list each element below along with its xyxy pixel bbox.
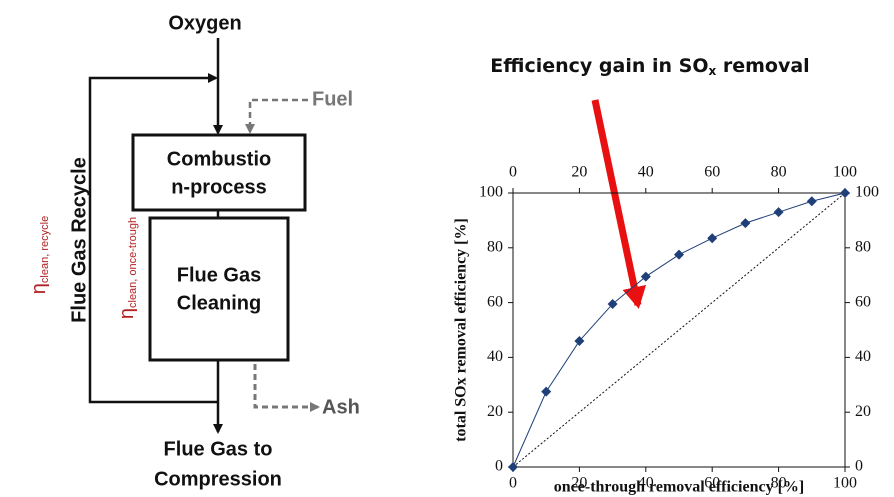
eta-label: ηclean, once-trough	[116, 217, 139, 319]
label: Ash	[322, 396, 360, 418]
label: Flue Gas to	[164, 438, 273, 460]
data-point	[840, 188, 850, 198]
x-tick-label: 80	[771, 475, 787, 492]
x-tick-label: 40	[638, 475, 654, 492]
x2-tick-label: 20	[571, 164, 587, 181]
data-point	[574, 335, 585, 346]
data-point	[674, 249, 684, 260]
title: Efficiency gain in SO	[490, 55, 708, 77]
x-tick-label: 20	[571, 475, 587, 492]
y-tick-label: 100	[479, 184, 503, 201]
data-point	[640, 271, 651, 282]
subscript: clean, once-trough	[127, 217, 139, 308]
y2-tick-label: 0	[855, 458, 863, 475]
data-point	[707, 233, 718, 244]
x-tick-label: 60	[704, 475, 720, 492]
y-tick-label: 20	[487, 403, 503, 420]
data-point	[773, 207, 784, 218]
label: Fuel	[312, 88, 353, 110]
title-subscript: x	[708, 64, 716, 78]
label: n-process	[171, 176, 267, 198]
ash-arrow	[253, 364, 320, 412]
eta-label: ηclean, recycle	[28, 216, 51, 294]
x-tick-label: 100	[833, 475, 857, 492]
recycle-loop	[88, 73, 218, 404]
x-tick-label: 0	[509, 475, 517, 492]
title-suffix: removal	[716, 55, 809, 77]
subscript: clean, recycle	[39, 216, 51, 283]
x2-tick-label: 40	[638, 164, 654, 181]
data-point	[740, 218, 751, 229]
flow-diagram	[88, 38, 320, 434]
label: Flue Gas	[177, 264, 261, 286]
chart-title: Efficiency gain in SOx removal	[490, 55, 809, 78]
y-tick-label: 40	[487, 348, 503, 365]
data-point	[541, 386, 552, 397]
y-tick-label: 80	[487, 238, 503, 255]
plot-frame	[512, 192, 846, 468]
x2-tick-label: 0	[509, 164, 517, 181]
label: Compression	[154, 468, 282, 490]
x2-tick-label: 60	[704, 164, 720, 181]
annotation-arrow	[591, 99, 647, 309]
label: Cleaning	[177, 292, 261, 314]
y-axis-label: total SOx removal efficiency [%]	[453, 218, 470, 442]
y2-tick-label: 40	[855, 348, 871, 365]
data-point	[607, 298, 618, 309]
symbol: η	[116, 308, 138, 319]
data-point	[806, 196, 817, 207]
reference-line	[512, 192, 846, 468]
y2-tick-label: 20	[855, 403, 871, 420]
y2-tick-label: 80	[855, 238, 871, 255]
fuel-arrow	[245, 98, 308, 134]
y2-tick-label: 100	[855, 184, 879, 201]
combustion-box	[131, 133, 307, 212]
label: Oxygen	[168, 12, 241, 34]
y-tick-label: 0	[495, 458, 503, 475]
y2-tick-label: 60	[855, 293, 871, 310]
label: Flue Gas Recycle	[68, 157, 90, 323]
y-tick-label: 60	[487, 293, 503, 310]
data-point	[508, 462, 518, 472]
x2-tick-label: 100	[833, 164, 857, 181]
symbol: η	[28, 283, 50, 294]
label: Combustio	[167, 148, 271, 170]
x2-tick-label: 80	[771, 164, 787, 181]
cleaning-box	[148, 216, 290, 362]
x-axis-label: once-through removal efficiency [%]	[554, 479, 804, 496]
